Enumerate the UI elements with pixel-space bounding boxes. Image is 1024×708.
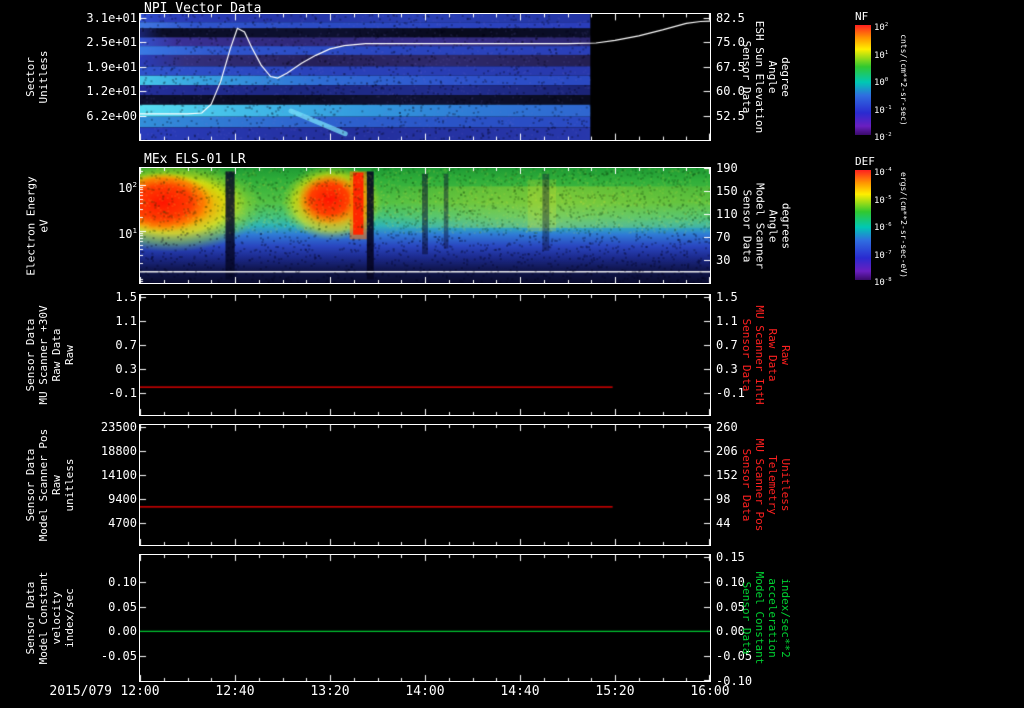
y-axis-label-right-els: degrees Angle Model Scanner Sensor Data	[740, 182, 792, 269]
y-tick-label-right: 0.15	[716, 549, 745, 564]
y-tick-label-left: 2.5e+01	[86, 35, 137, 50]
colorbar-units-label: ergs/(cm**2-sr-sec-eV)	[899, 172, 908, 278]
colorbar-tick-label: 10-5	[874, 194, 892, 206]
y-tick-label-right: -0.10	[716, 674, 753, 688]
y-tick-label-left: 4700	[108, 516, 137, 531]
y-tick-label-right: -0.1	[716, 386, 745, 401]
y-axis-label-right-npi: degree Angle ESH Sun Elevation Sensor Data	[740, 20, 792, 134]
y-tick-label-left: 0.3	[115, 362, 137, 377]
y-tick-label-left: 1.9e+01	[86, 59, 137, 74]
y-tick-label-right: 60.0	[716, 84, 745, 99]
y-tick-label-left: 101	[118, 225, 137, 241]
x-tick-label: 14:40	[500, 684, 540, 699]
y-tick-label-right: 30	[716, 253, 731, 267]
colorbar-tick-label: 100	[874, 77, 889, 88]
panel-title-mex-els-01-lr: MEx ELS-01 LR	[144, 152, 246, 167]
y-tick-label-right: 82.5	[716, 10, 745, 25]
y-tick-label-left: 0.05	[108, 599, 137, 614]
colorbar-tick-label: 10-7	[874, 249, 892, 261]
colorbar-tick-label: 10-2	[874, 132, 892, 143]
y-tick-label-right: 1.1	[716, 314, 738, 329]
x-tick-label: 12:00	[120, 684, 160, 699]
spectrogram-canvas-npi	[140, 14, 710, 140]
panel-model-scanner-pos	[139, 424, 711, 546]
y-tick-label-right: 0.10	[716, 574, 745, 589]
y-tick-label-right: 150	[716, 184, 738, 198]
y-tick-label-left: 18800	[100, 444, 137, 459]
panel-mu-scanner-30v	[139, 294, 711, 416]
y-tick-label-left: 3.1e+01	[86, 10, 137, 25]
colorbar-def	[855, 170, 871, 280]
colorbar-tick-label: 10-4	[874, 167, 892, 178]
y-tick-label-right: 52.5	[716, 108, 745, 123]
colorbar-tick-label: 10-6	[874, 222, 892, 233]
y-tick-label-right: 260	[716, 420, 738, 435]
y-tick-label-right: 152	[716, 468, 738, 483]
colorbar-nf	[855, 25, 871, 135]
colorbar-tick-label: 10-8	[874, 277, 892, 288]
panel-title-npi-vector-data: NPI Vector Data	[144, 1, 262, 16]
x-tick-label: 12:40	[215, 684, 255, 699]
y-tick-label-right: 70	[716, 230, 731, 244]
y-tick-label-right: 67.5	[716, 59, 745, 74]
y-axis-label-right-model-constant-velocity: index/sec**2 acceleration Model Constant Se…	[740, 571, 792, 665]
line-plot-canvas-model-constant-velocity	[140, 555, 710, 681]
y-tick-label-right: -0.05	[716, 649, 753, 664]
y-tick-label-right: 0.3	[716, 362, 738, 377]
y-tick-label-right: 0.05	[716, 599, 745, 614]
y-tick-label-left: 23500	[100, 420, 137, 435]
y-tick-label-left: 1.5	[115, 290, 137, 305]
colorbar-units-label: cnts/(cm**2-sr-sec)	[899, 34, 908, 126]
x-tick-label: 13:20	[310, 684, 350, 699]
y-axis-label-left-model-scanner-pos: Sensor Data Model Scanner Pos Raw unitless	[24, 428, 76, 542]
y-tick-label-left: 1.2e+01	[86, 84, 137, 99]
colorbar-title-nf: NF	[855, 10, 869, 23]
colorbar-tick-label: 10-1	[874, 104, 892, 116]
y-axis-label-right-model-scanner-pos: Unitless Telemetry MU Scanner Pos Sensor Da…	[740, 438, 792, 532]
y-tick-label-left: -0.1	[108, 386, 137, 401]
y-axis-label-left-model-constant-velocity: Sensor Data Model Constant velocity index/s…	[24, 571, 76, 665]
y-tick-label-right: 206	[716, 444, 738, 459]
x-axis-date-label: 2015/079	[49, 684, 112, 699]
x-tick-label: 16:00	[690, 684, 730, 699]
x-tick-label: 15:20	[595, 684, 635, 699]
y-tick-label-right: 110	[716, 207, 738, 221]
panel-model-constant-velocity	[139, 554, 711, 682]
y-tick-label-left: 14100	[100, 468, 137, 483]
y-tick-label-right: 0.00	[716, 624, 745, 639]
y-tick-label-left: 9400	[108, 492, 137, 507]
y-tick-label-right: 44	[716, 516, 731, 531]
line-plot-canvas-mu-scanner-30v	[140, 295, 710, 415]
y-tick-label-left: -0.05	[100, 649, 137, 664]
y-axis-label-left-els: Electron Energy eV	[24, 175, 50, 276]
y-tick-label-right: 75.0	[716, 35, 745, 50]
y-tick-label-right: 0.7	[716, 338, 738, 353]
y-tick-label-right: 190	[716, 161, 738, 175]
colorbar-title-def: DEF	[855, 155, 875, 168]
colorbar-tick-label: 102	[874, 22, 889, 33]
y-tick-label-left: 0.7	[115, 338, 137, 353]
colorbar-tick-label: 101	[874, 49, 889, 61]
spectrogram-canvas-els	[140, 168, 710, 283]
x-tick-label: 14:00	[405, 684, 445, 699]
y-axis-label-left-mu-scanner-30v: Sensor Data MU Scanner +30V Raw Data Raw	[24, 305, 76, 405]
y-tick-label-left: 0.10	[108, 574, 137, 589]
panel-npi	[139, 13, 711, 141]
y-tick-label-left: 0.00	[108, 624, 137, 639]
y-axis-label-left-npi: Sector Unitless	[24, 50, 50, 104]
y-tick-label-left: 1.1	[115, 314, 137, 329]
y-tick-label-left: 102	[118, 179, 137, 195]
y-axis-label-right-mu-scanner-30v: Raw Raw Data MU Scanner IntH Sensor Data	[740, 305, 792, 405]
y-tick-label-left: 6.2e+00	[86, 108, 137, 123]
line-plot-canvas-model-scanner-pos	[140, 425, 710, 545]
y-tick-label-right: 1.5	[716, 290, 738, 305]
y-tick-label-right: 98	[716, 492, 731, 507]
panel-els	[139, 167, 711, 284]
